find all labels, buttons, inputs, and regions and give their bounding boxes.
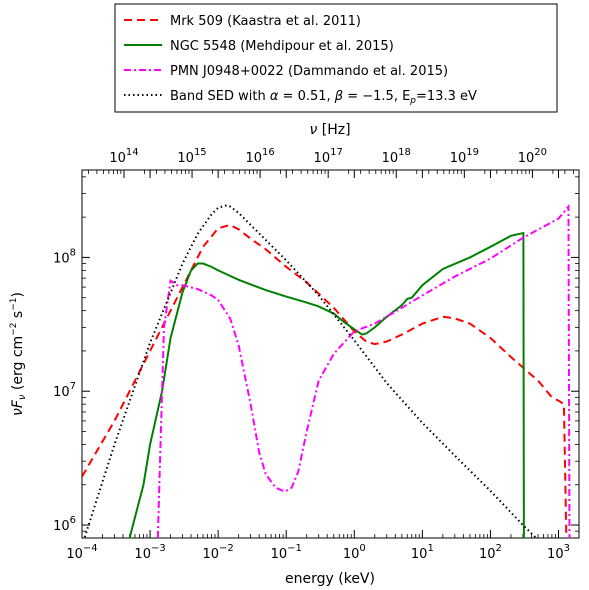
legend-label-pmn: PMN J0948+0022 (Dammando et al. 2015) (170, 64, 448, 79)
x-tick-label: 101 (411, 543, 434, 562)
y-tick-label: 108 (53, 247, 76, 266)
plot-frame (81, 169, 580, 539)
plot-area (82, 203, 571, 538)
top-axis-title: ν [Hz] (309, 122, 350, 138)
y-tick-label: 106 (53, 515, 76, 534)
x-tick-label: 10−4 (66, 543, 97, 562)
legend-label-ngc5548: NGC 5548 (Mehdipour et al. 2015) (170, 39, 394, 54)
x-tick-label: 100 (343, 543, 366, 562)
top-tick-label: 1018 (382, 147, 411, 166)
x-axis-title: energy (keV) (285, 571, 375, 587)
x-axis: 10−4 10−3 10−2 10−1 100 101 102 103 (66, 170, 580, 562)
x-tick-label: 10−3 (134, 543, 165, 562)
series-line-ngc5548 (128, 232, 525, 538)
legend: Mrk 509 (Kaastra et al. 2011) NGC 5548 (… (114, 3, 558, 113)
legend-box (114, 3, 558, 113)
top-tick-label: 1014 (109, 147, 138, 166)
x-tick-label: 103 (547, 543, 570, 562)
legend-label-band: Band SED with α = 0.51, β = −1.5, Ep=13.… (170, 89, 477, 106)
top-tick-label: 1019 (450, 147, 479, 166)
top-axis: 1014 1015 1016 1017 1018 1019 1020 (87, 147, 574, 178)
x-tick-label: 102 (479, 543, 502, 562)
y-axis: 106 107 108 (53, 176, 579, 539)
top-tick-label: 1020 (518, 147, 547, 166)
x-tick-label: 10−1 (271, 543, 302, 562)
y-tick-label: 107 (53, 381, 76, 400)
y-axis-title: νFν (erg cm−2 s−1) (9, 292, 28, 416)
legend-label-mrk509: Mrk 509 (Kaastra et al. 2011) (170, 14, 361, 29)
series-line-mrk509 (82, 223, 568, 535)
top-tick-label: 1017 (314, 147, 343, 166)
series-line-pmn (156, 203, 571, 538)
series-line-band-sed (83, 204, 538, 538)
top-tick-label: 1016 (245, 147, 274, 166)
top-tick-label: 1015 (177, 147, 206, 166)
x-tick-label: 10−2 (202, 543, 233, 562)
